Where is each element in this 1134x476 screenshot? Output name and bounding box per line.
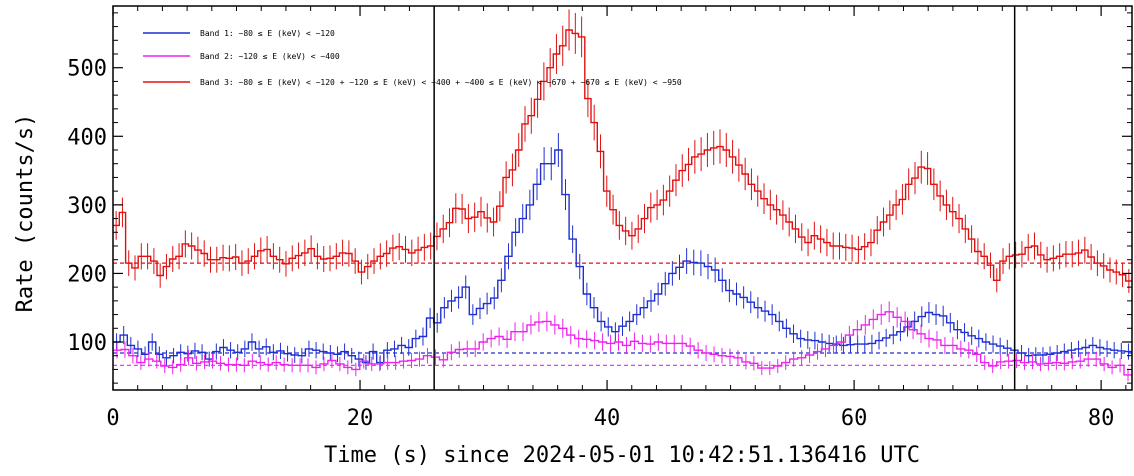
series-1-steps — [113, 149, 1132, 364]
legend-entry-2: Band 2: ~120 ≤ E (keV) < ~400 — [143, 52, 340, 61]
series-1 — [113, 132, 1132, 370]
y-tick-label: 400 — [67, 125, 107, 150]
x-tick-label: 60 — [841, 406, 868, 431]
x-axis-label: Time (s) since 2024-05-01 10:42:51.13641… — [324, 443, 920, 468]
legend-entry-1: Band 1: ~80 ≤ E (keV) < ~120 — [143, 29, 335, 38]
x-tick-label: 40 — [594, 406, 621, 431]
legend-label-1: Band 1: ~80 ≤ E (keV) < ~120 — [200, 29, 335, 38]
legend: Band 1: ~80 ≤ E (keV) < ~120 Band 2: ~120… — [143, 29, 682, 87]
x-tick-label: 0 — [106, 406, 119, 431]
legend-label-3: Band 3: ~80 ≤ E (keV) < ~120 + ~120 ≤ E … — [200, 78, 682, 87]
plot-area — [113, 9, 1132, 382]
legend-label-2: Band 2: ~120 ≤ E (keV) < ~400 — [200, 52, 340, 61]
y-tick-label: 300 — [67, 194, 107, 219]
y-axis-label: Rate (counts/s) — [13, 114, 38, 313]
series-3 — [113, 9, 1132, 293]
axis-ticks: 0 20 40 60 80 100 200 300 400 500 — [67, 6, 1132, 431]
axes-frame — [112, 5, 1133, 391]
y-tick-label: 500 — [67, 57, 107, 82]
plot-frame — [112, 5, 1133, 391]
x-tick-label: 80 — [1088, 406, 1115, 431]
series-2 — [113, 301, 1132, 382]
y-tick-label: 100 — [67, 331, 107, 356]
x-tick-label: 20 — [347, 406, 374, 431]
legend-entry-3: Band 3: ~80 ≤ E (keV) < ~120 + ~120 ≤ E … — [143, 78, 682, 87]
y-tick-label: 200 — [67, 262, 107, 287]
data-layer — [113, 9, 1132, 382]
